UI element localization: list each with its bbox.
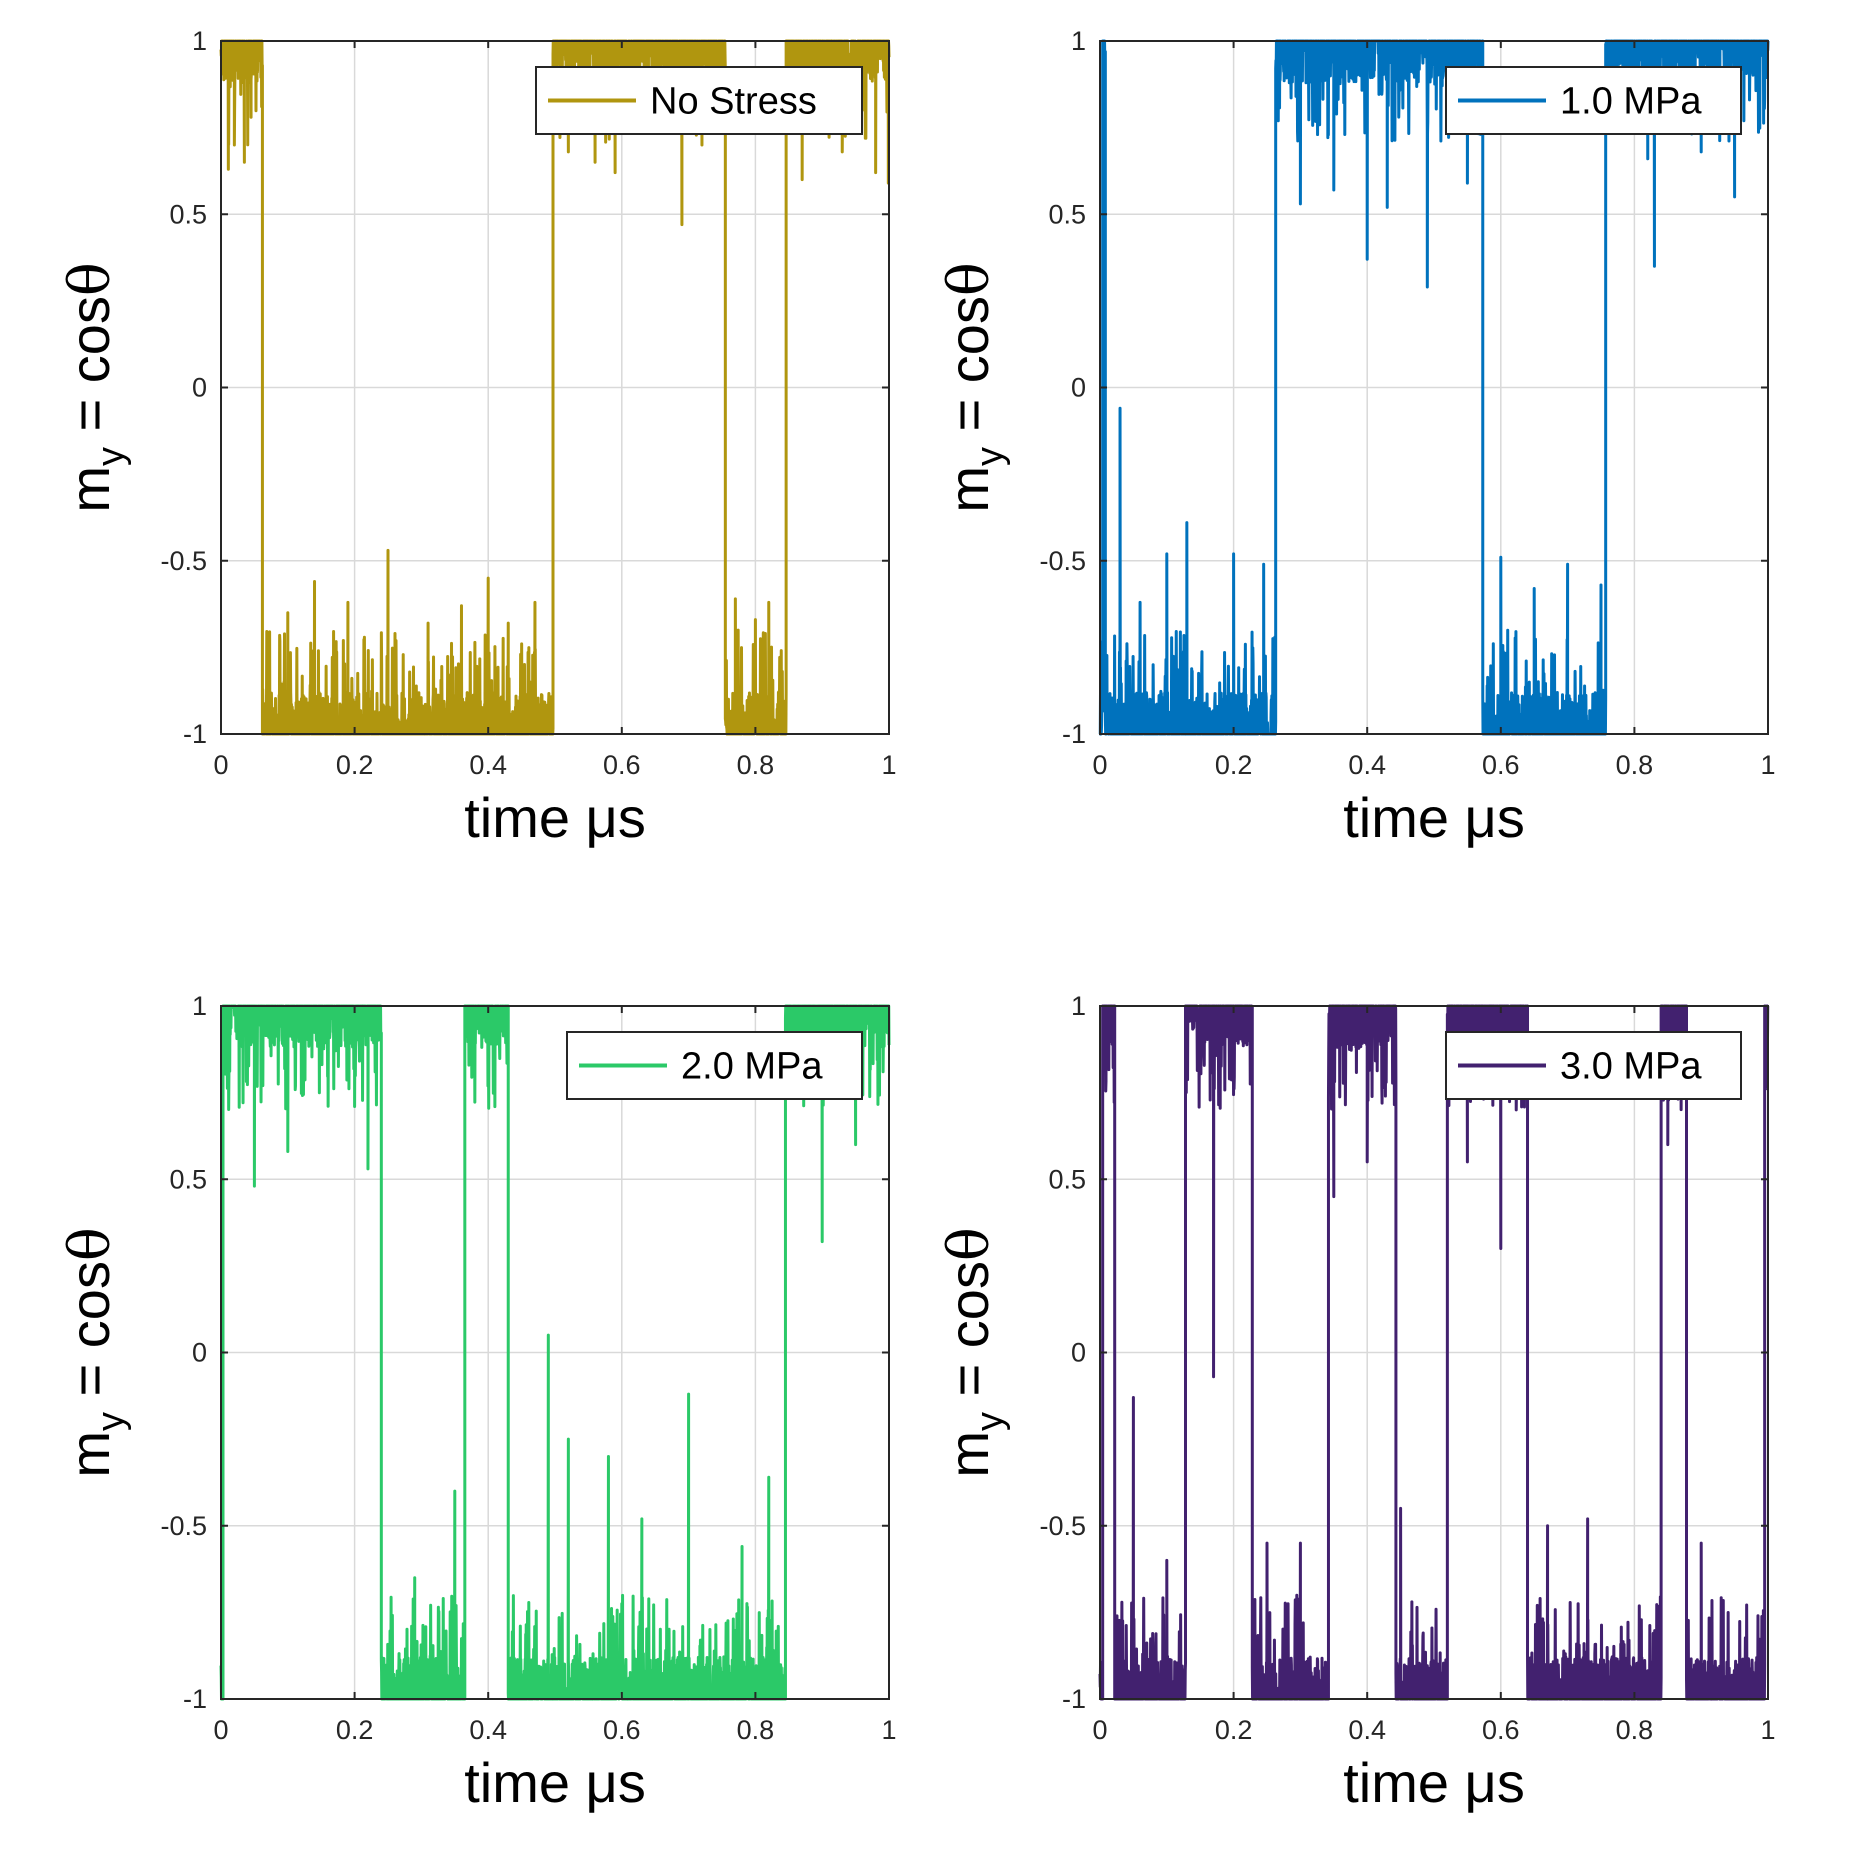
chart-panel-3: 0 0.2 0.4 0.6 0.8 1 -1 -0.5 0 0.5 1 time μs my = cos… <box>58 991 897 1814</box>
chart-panel-1: 0 0.2 0.4 0.6 0.8 1 -1 -0.5 0 0.5 1 time μs my = cos… <box>58 26 897 849</box>
series-line <box>1098 1004 1770 1701</box>
legend: 2.0 MPa <box>566 1031 863 1100</box>
legend-label: 3.0 MPa <box>1560 1046 1702 1088</box>
x-tick-label: 0.2 <box>336 750 374 780</box>
legend-label: No Stress <box>650 81 817 123</box>
y-tick-label: -1 <box>183 1684 207 1714</box>
y-axis-label: my = cosθ <box>937 262 1011 512</box>
x-tick-label: 0 <box>213 1715 228 1745</box>
y-tick-label: 0.5 <box>169 1164 207 1194</box>
x-tick-label: 0.6 <box>603 750 641 780</box>
x-tick-label: 1 <box>881 1715 896 1745</box>
x-tick-label: 0.6 <box>1482 1715 1520 1745</box>
x-tick-label: 0.8 <box>1616 750 1654 780</box>
x-tick-label: 1 <box>1760 750 1775 780</box>
y-axis-label: my = cosθ <box>58 262 132 512</box>
x-tick-label: 0.4 <box>469 750 507 780</box>
x-tick-label: 0.8 <box>737 750 775 780</box>
x-tick-label: 0.4 <box>469 1715 507 1745</box>
legend: 3.0 MPa <box>1445 1031 1742 1100</box>
legend-label: 2.0 MPa <box>681 1046 823 1088</box>
x-axis-label: time μs <box>1343 1751 1525 1814</box>
y-tick-label: 0.5 <box>169 199 207 229</box>
y-tick-label: 0 <box>192 1338 207 1368</box>
x-tick-label: 0.2 <box>1215 1715 1253 1745</box>
x-tick-label: 0.4 <box>1348 1715 1386 1745</box>
x-tick-label: 0 <box>1092 1715 1107 1745</box>
chart-panel-4: 0 0.2 0.4 0.6 0.8 1 -1 -0.5 0 0.5 1 time μs my = cos… <box>937 991 1776 1814</box>
series-line <box>1098 39 1770 736</box>
x-tick-label: 0.4 <box>1348 750 1386 780</box>
x-tick-label: 1 <box>1760 1715 1775 1745</box>
x-tick-label: 0.8 <box>1616 1715 1654 1745</box>
y-tick-label: 1 <box>192 991 207 1021</box>
y-tick-label: -0.5 <box>1039 546 1086 576</box>
y-tick-label: 0.5 <box>1048 199 1086 229</box>
y-tick-label: 0 <box>1071 1338 1086 1368</box>
x-tick-label: 0.6 <box>1482 750 1520 780</box>
x-axis-label: time μs <box>1343 786 1525 849</box>
series-line <box>219 39 891 736</box>
x-tick-label: 0 <box>213 750 228 780</box>
y-axis-label: my = cosθ <box>937 1227 1011 1477</box>
y-tick-label: -1 <box>1062 719 1086 749</box>
y-tick-label: -1 <box>183 719 207 749</box>
y-tick-label: 0 <box>192 373 207 403</box>
y-tick-label: -1 <box>1062 1684 1086 1714</box>
legend: No Stress <box>535 66 863 135</box>
y-axis-label: my = cosθ <box>58 1227 132 1477</box>
legend-label: 1.0 MPa <box>1560 81 1702 123</box>
x-axis-label: time μs <box>464 786 646 849</box>
y-tick-label: 1 <box>1071 26 1086 56</box>
x-tick-label: 0.8 <box>737 1715 775 1745</box>
y-tick-label: 1 <box>192 26 207 56</box>
x-tick-label: 0.2 <box>336 1715 374 1745</box>
x-tick-label: 0.6 <box>603 1715 641 1745</box>
x-axis-label: time μs <box>464 1751 646 1814</box>
y-tick-label: 0 <box>1071 373 1086 403</box>
chart-panel-2: 0 0.2 0.4 0.6 0.8 1 -1 -0.5 0 0.5 1 time μs my = cos… <box>937 26 1776 849</box>
y-tick-label: 1 <box>1071 991 1086 1021</box>
legend: 1.0 MPa <box>1445 66 1742 135</box>
x-tick-label: 0.2 <box>1215 750 1253 780</box>
x-tick-label: 1 <box>881 750 896 780</box>
y-tick-label: -0.5 <box>160 1511 207 1541</box>
x-tick-label: 0 <box>1092 750 1107 780</box>
y-tick-label: 0.5 <box>1048 1164 1086 1194</box>
y-tick-label: -0.5 <box>1039 1511 1086 1541</box>
y-tick-label: -0.5 <box>160 546 207 576</box>
